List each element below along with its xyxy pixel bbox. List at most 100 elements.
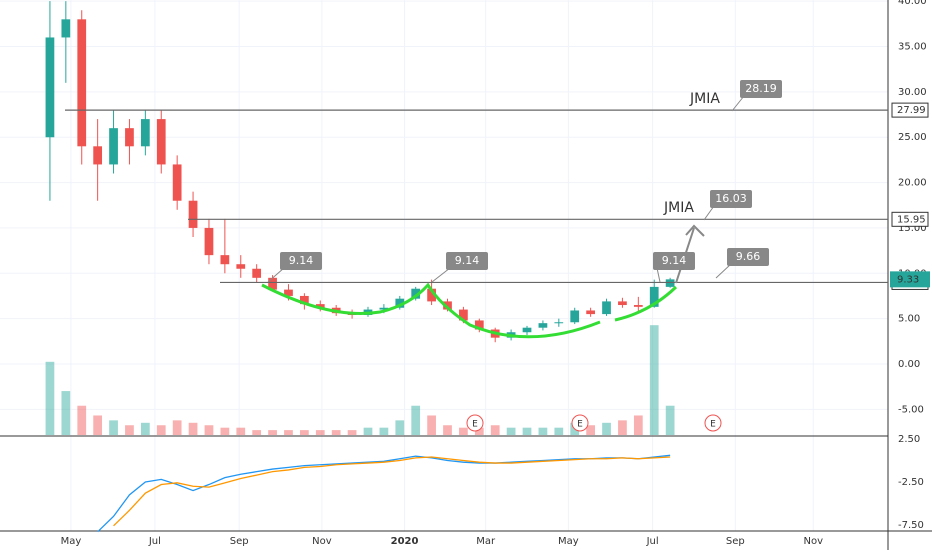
volume-bar (379, 427, 389, 435)
volume-bar (45, 361, 55, 435)
earnings-label: E (472, 420, 478, 430)
candle-body (395, 298, 405, 308)
volume-bar (188, 422, 198, 435)
candle-body (61, 19, 71, 38)
candle-body (427, 288, 436, 302)
y2-tick-label: -7.50 (898, 520, 924, 531)
callout-label: 28.19 (745, 82, 777, 95)
y-tick-label: -5.00 (898, 404, 924, 415)
candle-body (586, 310, 595, 315)
x-tick-label: Mar (476, 536, 496, 547)
callout-pointer (731, 95, 745, 112)
volume-bar (665, 405, 675, 435)
y-tick-label: 20.00 (898, 178, 927, 189)
y-tick-label: 15.00 (898, 223, 927, 234)
volume-bar (204, 425, 214, 435)
y-tick-label: 5.00 (898, 314, 920, 325)
x-tick-label: Jul (646, 536, 659, 547)
candle-body (443, 301, 452, 310)
volume-bar (172, 420, 182, 435)
volume-bar (284, 430, 293, 435)
x-tick-label: May (61, 536, 82, 547)
candle-body (125, 128, 134, 147)
y-tick-label: 30.00 (898, 87, 927, 98)
y2-tick-label: -2.50 (898, 477, 924, 488)
callout-box (280, 252, 322, 270)
candle-body (188, 200, 198, 228)
handle-curve (614, 285, 678, 322)
candle-body (93, 146, 103, 165)
x-tick-label: Nov (312, 536, 332, 547)
volume-bar (633, 415, 643, 435)
callout-pointer (715, 263, 732, 279)
candle-body (459, 309, 468, 321)
candle-body (109, 128, 118, 165)
volume-bar (315, 430, 325, 435)
x-tick-label: Sep (726, 536, 745, 547)
callout-label: 9.14 (289, 254, 314, 267)
volume-bar (459, 427, 468, 435)
callout-label: 9.14 (662, 254, 687, 267)
last-price-label: 9.33 (897, 274, 919, 285)
earnings-label: E (710, 420, 716, 430)
cup-curve (261, 282, 601, 339)
candle-body (315, 304, 325, 308)
callout-box (710, 190, 752, 208)
callout-box (653, 252, 695, 270)
callout-pointer (656, 267, 661, 283)
x-tick-label: Sep (230, 536, 249, 547)
candle-body (633, 305, 643, 307)
x-tick-label: 2020 (391, 536, 419, 547)
x-tick-label: Nov (803, 536, 823, 547)
volume-bar (347, 430, 357, 435)
callout-box (446, 252, 488, 270)
candle-body (268, 277, 277, 290)
level-tag (891, 102, 929, 118)
candle-body (649, 286, 659, 307)
candle-body (45, 37, 55, 138)
volume-bar (649, 325, 659, 435)
candle-body (172, 164, 182, 201)
candle-body (570, 310, 580, 323)
volume-bar (156, 425, 166, 435)
annotation: JMIA (689, 91, 720, 107)
candle-body (411, 288, 421, 299)
level-tag (891, 211, 929, 227)
volume-bar (300, 430, 309, 435)
volume-bar (363, 427, 373, 435)
volume-bar (506, 427, 516, 435)
candle-body (300, 295, 309, 305)
level-label: 27.99 (897, 105, 926, 116)
volume-bar (411, 405, 421, 435)
volume-bar (109, 420, 118, 435)
volume-bar (443, 425, 452, 435)
y-tick-label: 0.00 (898, 359, 920, 370)
candle-body (204, 227, 214, 256)
candle-body (602, 301, 611, 315)
callout-pointer (267, 267, 285, 283)
callout-pointer (431, 267, 451, 283)
candle-body (284, 289, 293, 296)
signal-line (113, 456, 671, 527)
volume-bar (125, 425, 134, 435)
volume-bar (538, 427, 548, 435)
volume-bar (61, 391, 71, 435)
candle-body (220, 255, 230, 265)
level-label: 15.95 (897, 214, 926, 225)
callout-pointer (703, 205, 715, 221)
candle-body (140, 119, 150, 147)
macd-line (97, 454, 671, 533)
candle-body (618, 301, 627, 306)
y-tick-label: 35.00 (898, 42, 927, 53)
volume-bar (427, 415, 436, 435)
candle-body (665, 279, 675, 287)
volume-bar (331, 430, 341, 435)
volume-bar (618, 420, 627, 435)
volume-bar (268, 430, 277, 435)
candle-body (522, 327, 532, 333)
earnings-marker (466, 414, 484, 432)
callout-label: 9.14 (455, 254, 480, 267)
y2-tick-label: 2.50 (898, 434, 920, 445)
candle-body (236, 264, 246, 269)
